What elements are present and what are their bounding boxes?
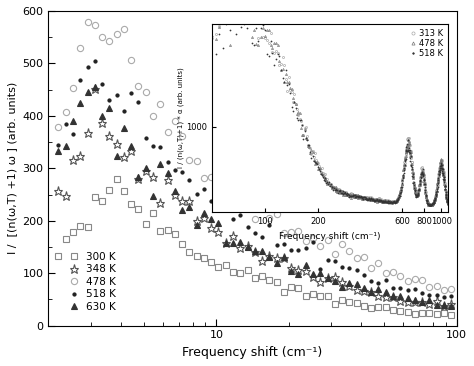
518 K <box>107 98 112 102</box>
630 K <box>157 162 163 167</box>
478 K <box>412 277 418 281</box>
518 K <box>434 292 439 297</box>
348 K <box>92 87 98 92</box>
300 K <box>448 313 454 318</box>
478 K <box>209 175 214 179</box>
300 K <box>209 259 214 264</box>
Legend: 300 K, 348 K, 478 K, 518 K, 630 K: 300 K, 348 K, 478 K, 518 K, 630 K <box>66 250 118 314</box>
518 K <box>412 286 418 291</box>
478 K <box>434 284 439 288</box>
300 K <box>55 254 61 258</box>
518 K <box>448 294 454 298</box>
Line: 478 K: 478 K <box>55 19 455 293</box>
518 K <box>441 294 447 299</box>
300 K <box>114 177 119 181</box>
630 K <box>92 85 98 89</box>
630 K <box>412 298 418 302</box>
300 K <box>136 207 141 211</box>
478 K <box>107 38 112 43</box>
518 K <box>136 100 141 104</box>
630 K <box>209 217 214 222</box>
478 K <box>55 125 61 129</box>
348 K <box>209 225 214 230</box>
630 K <box>136 175 141 179</box>
X-axis label: Frequency shift (cm⁻¹): Frequency shift (cm⁻¹) <box>182 346 323 359</box>
348 K <box>107 134 112 138</box>
Line: 348 K: 348 K <box>54 85 456 310</box>
348 K <box>412 300 418 305</box>
Y-axis label: I /  [(n(ω,T) +1) ω ] (arb. units): I / [(n(ω,T) +1) ω ] (arb. units) <box>7 82 17 254</box>
Line: 630 K: 630 K <box>55 84 454 309</box>
300 K <box>441 311 447 315</box>
518 K <box>157 145 163 149</box>
478 K <box>136 84 141 89</box>
518 K <box>209 198 214 203</box>
348 K <box>157 201 163 205</box>
348 K <box>434 299 439 303</box>
348 K <box>441 304 447 308</box>
300 K <box>99 199 105 203</box>
518 K <box>92 58 98 63</box>
Line: 300 K: 300 K <box>55 176 454 318</box>
300 K <box>157 229 163 234</box>
630 K <box>448 303 454 308</box>
348 K <box>136 177 141 182</box>
478 K <box>448 287 454 292</box>
478 K <box>85 19 91 24</box>
348 K <box>448 302 454 306</box>
518 K <box>55 143 61 147</box>
630 K <box>55 149 61 153</box>
630 K <box>107 106 112 110</box>
348 K <box>55 189 61 193</box>
Line: 518 K: 518 K <box>55 57 455 300</box>
300 K <box>412 311 418 316</box>
478 K <box>157 102 163 106</box>
630 K <box>441 303 447 307</box>
478 K <box>441 287 447 292</box>
